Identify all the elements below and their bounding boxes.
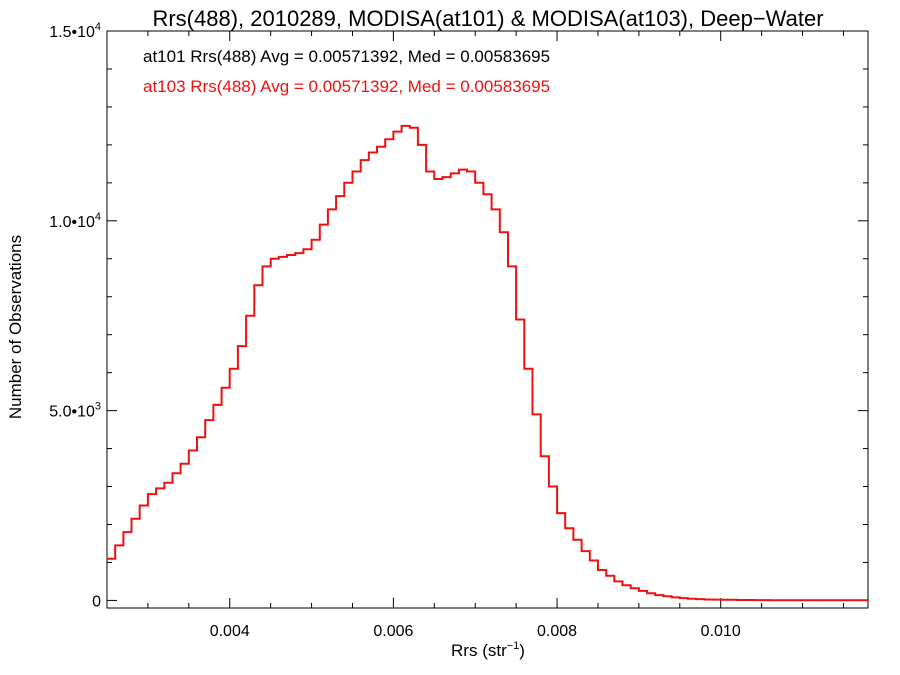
annotation-text: at103 Rrs(488) Avg = 0.00571392, Med = 0… bbox=[143, 77, 550, 96]
plot-frame bbox=[106, 30, 869, 609]
x-tick-label: 0.004 bbox=[210, 623, 250, 640]
y-tick-label: 0 bbox=[92, 593, 101, 610]
axis-ticks: 0.004 0.006 0.008 0.010 0 5.0•103 1.0•104 1.5•1… bbox=[49, 21, 868, 640]
y-tick-label: 5.0•103 bbox=[49, 401, 101, 421]
annotation-text: at101 Rrs(488) Avg = 0.00571392, Med = 0… bbox=[143, 47, 550, 66]
annotations: at101 Rrs(488) Avg = 0.00571392, Med = 0… bbox=[143, 47, 550, 96]
chart-title: Rrs(488), 2010289, MODISA(at101) & MODIS… bbox=[152, 6, 823, 31]
x-tick-label: 0.008 bbox=[537, 623, 577, 640]
y-tick-label: 1.0•104 bbox=[49, 211, 101, 231]
x-axis-label: Rrs (str−1) bbox=[451, 640, 525, 660]
x-tick-label: 0.006 bbox=[373, 623, 413, 640]
plot-area bbox=[106, 30, 869, 609]
y-tick-label: 1.5•104 bbox=[49, 21, 101, 41]
y-axis-label: Number of Observations bbox=[6, 235, 25, 419]
histogram-series-line bbox=[107, 124, 869, 602]
x-tick-label: 0.010 bbox=[701, 623, 741, 640]
series-layer bbox=[107, 124, 869, 602]
